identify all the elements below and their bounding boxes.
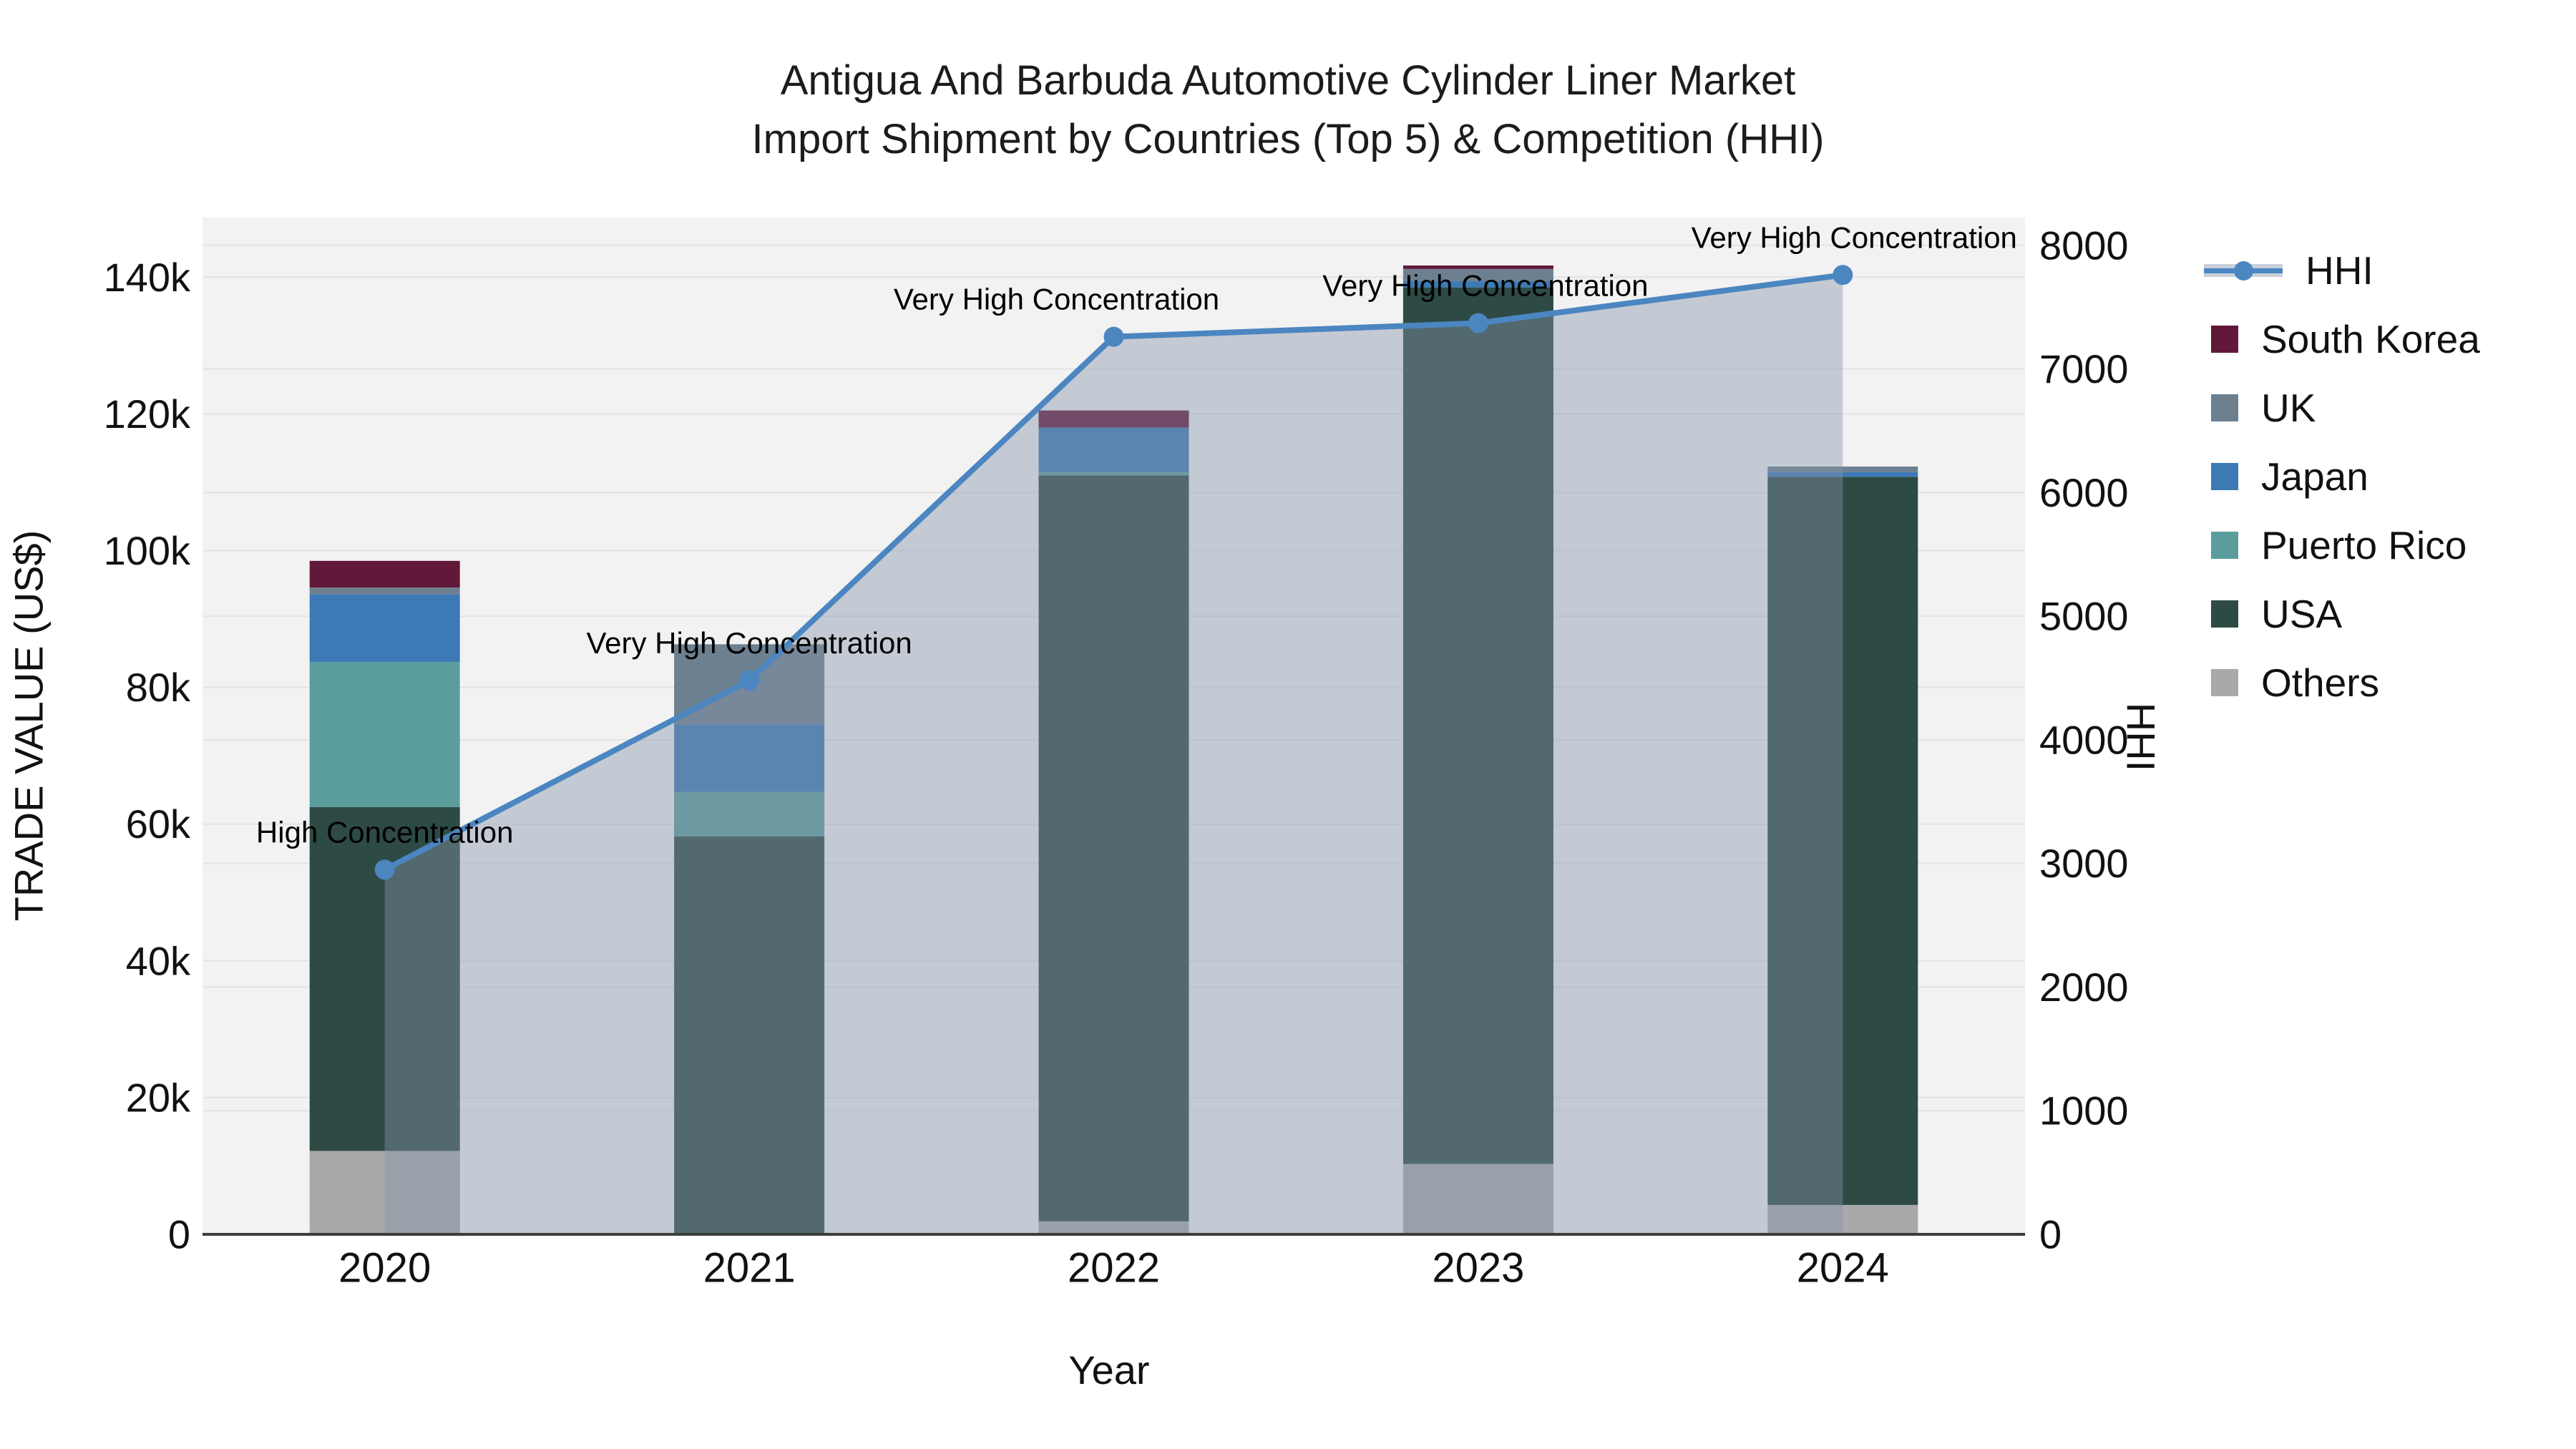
legend-label-usa: USA — [2261, 592, 2343, 636]
y-left-tick-140k: 140k — [104, 255, 191, 300]
bar-2023-uk[interactable] — [1402, 268, 1553, 282]
y-left-tick-60k: 60k — [126, 801, 191, 847]
y-left-tick-100k: 100k — [104, 528, 191, 573]
y-right-tick-2000: 2000 — [2039, 965, 2129, 1010]
legend-item-usa[interactable]: USA — [2204, 580, 2480, 648]
y-right-tick-7000: 7000 — [2039, 346, 2129, 391]
y-left-tick-40k: 40k — [126, 938, 191, 983]
bar-2022-south-korea[interactable] — [1038, 410, 1189, 428]
legend-label-japan: Japan — [2261, 454, 2368, 499]
y-axis-title-right: HHI — [2118, 702, 2164, 772]
legend: HHI South Korea UK Japan Puerto Rico USA Other… — [2204, 236, 2480, 717]
chart-title-line1: Antigua And Barbuda Automotive Cylinder … — [780, 57, 1796, 104]
x-axis-title: Year — [1068, 1347, 1150, 1392]
chart-title: Antigua And Barbuda Automotive Cylinder … — [0, 52, 2576, 170]
bar-2020-puerto-rico[interactable] — [309, 662, 460, 807]
hhi-area-fill — [384, 275, 1843, 1234]
x-tick-label-2024: 2024 — [1797, 1245, 1889, 1292]
bar-2023-others[interactable] — [1402, 1163, 1553, 1234]
puerto-rico-swatch — [2211, 532, 2238, 559]
bar-2022-usa[interactable] — [1038, 475, 1189, 1221]
hhi-marker-2023[interactable] — [1468, 313, 1488, 333]
chart-title-line2: Import Shipment by Countries (Top 5) & C… — [751, 116, 1825, 163]
y-right-tick-5000: 5000 — [2039, 594, 2129, 639]
x-tick-label-2022: 2022 — [1068, 1245, 1160, 1292]
bar-2020-others[interactable] — [309, 1151, 460, 1234]
hhi-marker-2020[interactable] — [374, 859, 395, 880]
uk-swatch — [2211, 394, 2238, 421]
legend-item-others[interactable]: Others — [2204, 648, 2480, 717]
south-korea-swatch — [2211, 326, 2238, 353]
japan-swatch — [2211, 463, 2238, 490]
annotation-2022: Very High Concentration — [894, 283, 1219, 316]
hhi-marker-2021[interactable] — [739, 670, 760, 691]
x-tick-label-2021: 2021 — [703, 1245, 796, 1292]
legend-label-others: Others — [2261, 660, 2380, 705]
legend-label-puerto-rico: Puerto Rico — [2261, 523, 2467, 567]
hhi-sample-dot — [2234, 261, 2253, 280]
y-left-tick-20k: 20k — [126, 1075, 191, 1120]
bar-2021-puerto-rico[interactable] — [674, 791, 825, 836]
y-right-tick-4000: 4000 — [2039, 717, 2129, 762]
bar-2022-japan[interactable] — [1038, 427, 1189, 472]
legend-item-uk[interactable]: UK — [2204, 374, 2480, 442]
x-tick-label-2023: 2023 — [1432, 1245, 1524, 1292]
bar-2023-japan[interactable] — [1402, 281, 1553, 288]
x-tick-label-2020: 2020 — [338, 1245, 431, 1292]
hhi-marker-2024[interactable] — [1833, 265, 1853, 286]
bar-2021-usa[interactable] — [674, 836, 825, 1234]
y-right-tick-0: 0 — [2039, 1212, 2062, 1257]
annotation-2024: Very High Concentration — [1692, 220, 2017, 254]
hhi-marker-2022[interactable] — [1103, 326, 1124, 347]
y-right-tick-6000: 6000 — [2039, 470, 2129, 515]
others-swatch — [2211, 669, 2238, 696]
bar-2024-japan[interactable] — [1767, 472, 1918, 477]
usa-swatch — [2211, 600, 2238, 628]
y-axis-title-left: TRADE VALUE (US$) — [6, 530, 52, 922]
bar-2022-puerto-rico[interactable] — [1038, 472, 1189, 476]
legend-item-puerto-rico[interactable]: Puerto Rico — [2204, 511, 2480, 580]
legend-item-japan[interactable]: Japan — [2204, 442, 2480, 511]
legend-item-south-korea[interactable]: South Korea — [2204, 305, 2480, 374]
bar-2022-others[interactable] — [1038, 1221, 1189, 1234]
bar-2020-japan[interactable] — [309, 594, 460, 663]
annotation-2023: Very High Concentration — [1322, 269, 1648, 303]
y-right-tick-1000: 1000 — [2039, 1088, 2129, 1133]
bar-2020-south-korea[interactable] — [309, 560, 460, 588]
legend-label-uk: UK — [2261, 386, 2316, 430]
y-right-tick-3000: 3000 — [2039, 841, 2129, 886]
bar-2020-uk[interactable] — [309, 587, 460, 595]
legend-label-south-korea: South Korea — [2261, 317, 2480, 361]
bar-2024-uk[interactable] — [1767, 466, 1918, 472]
y-left-tick-80k: 80k — [126, 665, 191, 710]
bar-2023-usa[interactable] — [1402, 287, 1553, 1164]
annotation-2021: Very High Concentration — [586, 626, 912, 660]
hhi-line-sample-icon — [2204, 256, 2283, 285]
bar-2024-usa[interactable] — [1767, 477, 1918, 1205]
legend-item-hhi[interactable]: HHI — [2204, 236, 2480, 305]
bar-2021-japan[interactable] — [674, 724, 825, 792]
annotation-2020: High Concentration — [256, 815, 514, 849]
bar-2024-others[interactable] — [1767, 1204, 1918, 1234]
y-left-tick-0: 0 — [168, 1212, 190, 1257]
y-left-tick-120k: 120k — [104, 391, 191, 436]
bar-2023-south-korea[interactable] — [1402, 265, 1553, 269]
legend-label-hhi: HHI — [2306, 248, 2373, 293]
y-right-tick-8000: 8000 — [2039, 223, 2129, 268]
